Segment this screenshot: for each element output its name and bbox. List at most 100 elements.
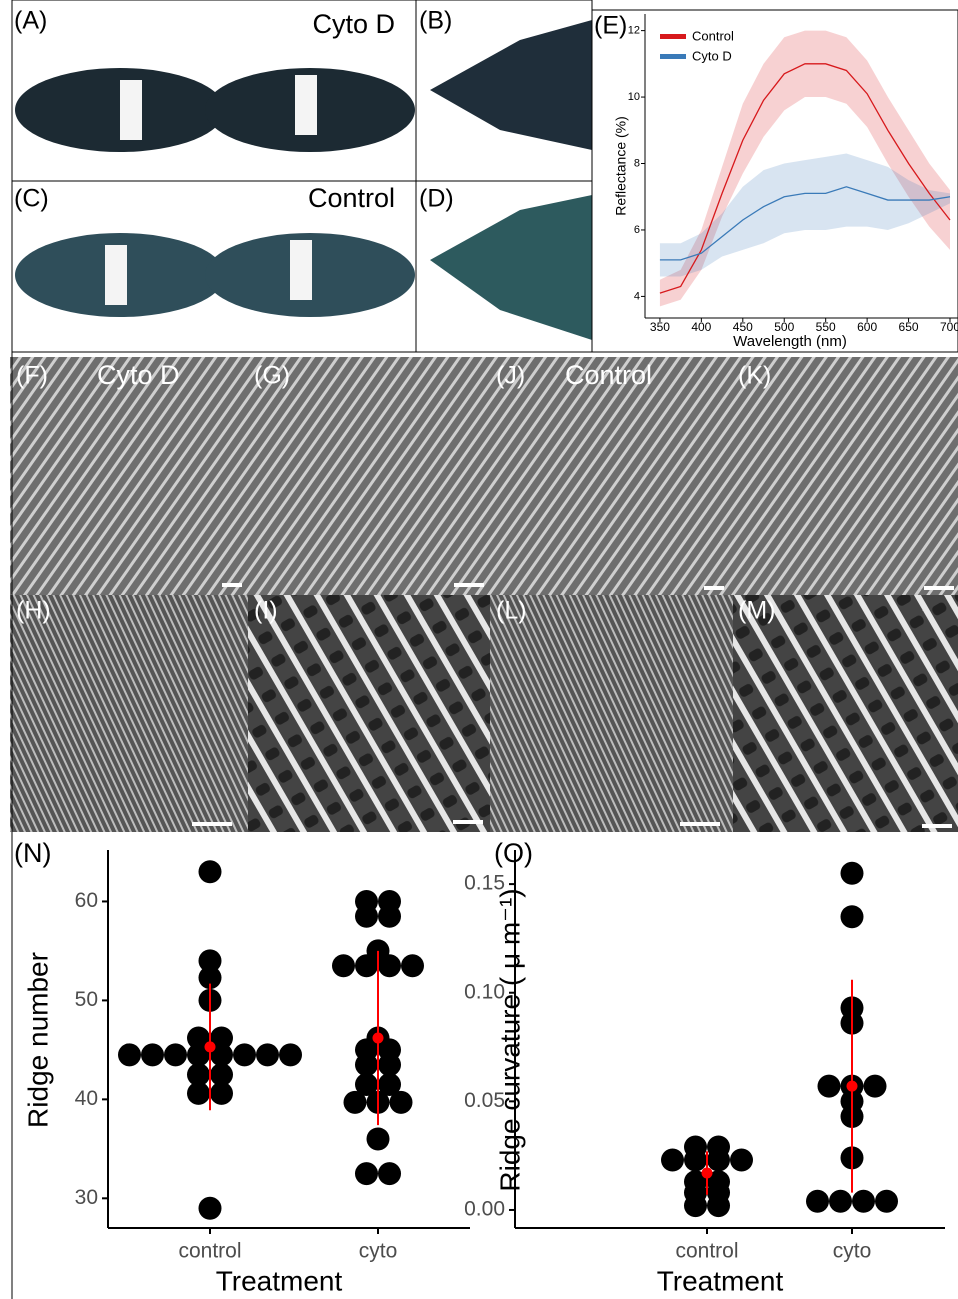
data-point bbox=[355, 1053, 378, 1076]
panel-caption: Cyto D bbox=[97, 360, 180, 390]
mean-point bbox=[847, 1081, 858, 1092]
data-point bbox=[367, 1127, 390, 1150]
data-point bbox=[390, 1091, 413, 1114]
data-point bbox=[210, 1082, 233, 1105]
data-point bbox=[684, 1194, 707, 1217]
panel-label: (L) bbox=[496, 597, 527, 625]
data-point bbox=[187, 1082, 210, 1105]
data-point bbox=[233, 1043, 256, 1066]
data-point bbox=[199, 1197, 222, 1220]
sem-m bbox=[733, 595, 958, 832]
y-tick-label: 40 bbox=[75, 1087, 98, 1110]
data-point bbox=[118, 1043, 141, 1066]
data-point bbox=[707, 1194, 730, 1217]
data-point bbox=[344, 1091, 367, 1114]
x-tick-label: cyto bbox=[833, 1240, 872, 1263]
data-point bbox=[355, 905, 378, 928]
y-tick-label: 6 bbox=[634, 224, 640, 236]
sem-f bbox=[10, 357, 248, 595]
legend-swatch bbox=[660, 34, 686, 39]
data-point bbox=[864, 1075, 887, 1098]
legend-label: Cyto D bbox=[692, 48, 732, 63]
x-tick-label: cyto bbox=[359, 1240, 398, 1263]
panel-caption: Control bbox=[308, 183, 395, 213]
data-point bbox=[829, 1190, 852, 1213]
sem-g bbox=[248, 357, 490, 595]
panel-label: (D) bbox=[419, 185, 454, 213]
sem-l bbox=[490, 595, 733, 832]
data-point bbox=[355, 954, 378, 977]
sem-h bbox=[10, 595, 248, 832]
x-axis-title: Treatment bbox=[657, 1265, 784, 1296]
stripe bbox=[295, 75, 317, 135]
legend-label: Control bbox=[692, 28, 734, 43]
data-point bbox=[256, 1043, 279, 1066]
x-tick-label: 650 bbox=[899, 320, 919, 334]
panel-label: (F) bbox=[16, 362, 48, 390]
figure: (A)Cyto D(B)(C)Control(D)(F)Cyto D(G)(J)… bbox=[0, 0, 958, 1299]
x-tick-label: control bbox=[178, 1240, 241, 1263]
data-point bbox=[199, 860, 222, 883]
page: (A)Cyto D(B)(C)Control(D)(F)Cyto D(G)(J)… bbox=[0, 0, 958, 1299]
data-point bbox=[378, 905, 401, 928]
y-tick-label: 0.00 bbox=[464, 1198, 505, 1221]
panel-label: (E) bbox=[594, 12, 627, 40]
y-tick-label: 50 bbox=[75, 988, 98, 1011]
y-tick-label: 60 bbox=[75, 889, 98, 912]
legend-swatch bbox=[660, 54, 686, 59]
plots-bg bbox=[0, 835, 958, 1299]
data-point bbox=[730, 1149, 753, 1172]
y-tick-label: 8 bbox=[634, 157, 640, 169]
data-point bbox=[818, 1075, 841, 1098]
panel-caption: Control bbox=[565, 360, 652, 390]
data-point bbox=[852, 1190, 875, 1213]
data-point bbox=[378, 1053, 401, 1076]
stripe bbox=[290, 240, 312, 300]
x-axis-title: Wavelength (nm) bbox=[733, 333, 847, 350]
panel-label: (N) bbox=[14, 838, 51, 868]
y-tick-label: 12 bbox=[628, 25, 640, 37]
data-point bbox=[875, 1190, 898, 1213]
y-axis-title: Ridge curvature ( μ m⁻¹) bbox=[494, 888, 525, 1191]
mean-point bbox=[373, 1033, 384, 1044]
mean-point bbox=[205, 1041, 216, 1052]
data-point bbox=[378, 1162, 401, 1185]
stripe bbox=[105, 245, 127, 305]
data-point bbox=[355, 1162, 378, 1185]
y-tick-label: 10 bbox=[628, 91, 640, 103]
data-point bbox=[164, 1043, 187, 1066]
panel-label: (I) bbox=[254, 597, 278, 625]
sem-j bbox=[490, 357, 733, 595]
panel-label: (G) bbox=[254, 362, 290, 390]
x-tick-label: 600 bbox=[857, 320, 877, 334]
y-axis-title: Ridge number bbox=[22, 952, 53, 1128]
data-point bbox=[841, 905, 864, 928]
data-point bbox=[401, 954, 424, 977]
x-tick-label: 350 bbox=[650, 320, 670, 334]
stripe bbox=[120, 80, 142, 140]
y-tick-label: 4 bbox=[634, 290, 640, 302]
panel-label: (C) bbox=[14, 185, 49, 213]
data-point bbox=[841, 862, 864, 885]
mean-point bbox=[702, 1168, 713, 1179]
panel-caption: Cyto D bbox=[312, 9, 395, 39]
data-point bbox=[707, 1149, 730, 1172]
x-tick-label: 400 bbox=[691, 320, 711, 334]
sem-i bbox=[248, 595, 490, 832]
panel-label: (O) bbox=[494, 838, 533, 868]
x-tick-label: control bbox=[675, 1240, 738, 1263]
y-axis-title: Reflectance (%) bbox=[613, 116, 629, 216]
data-point bbox=[279, 1043, 302, 1066]
x-tick-label: 700 bbox=[940, 320, 958, 334]
panel-label: (A) bbox=[14, 7, 47, 35]
panel-label: (M) bbox=[738, 597, 775, 625]
sem-k bbox=[733, 357, 958, 595]
data-point bbox=[661, 1149, 684, 1172]
y-tick-label: 30 bbox=[75, 1186, 98, 1209]
data-point bbox=[378, 954, 401, 977]
panel-label: (B) bbox=[419, 7, 452, 35]
data-point bbox=[806, 1190, 829, 1213]
panel-label: (H) bbox=[16, 597, 51, 625]
panel-label: (K) bbox=[738, 362, 771, 390]
data-point bbox=[141, 1043, 164, 1066]
